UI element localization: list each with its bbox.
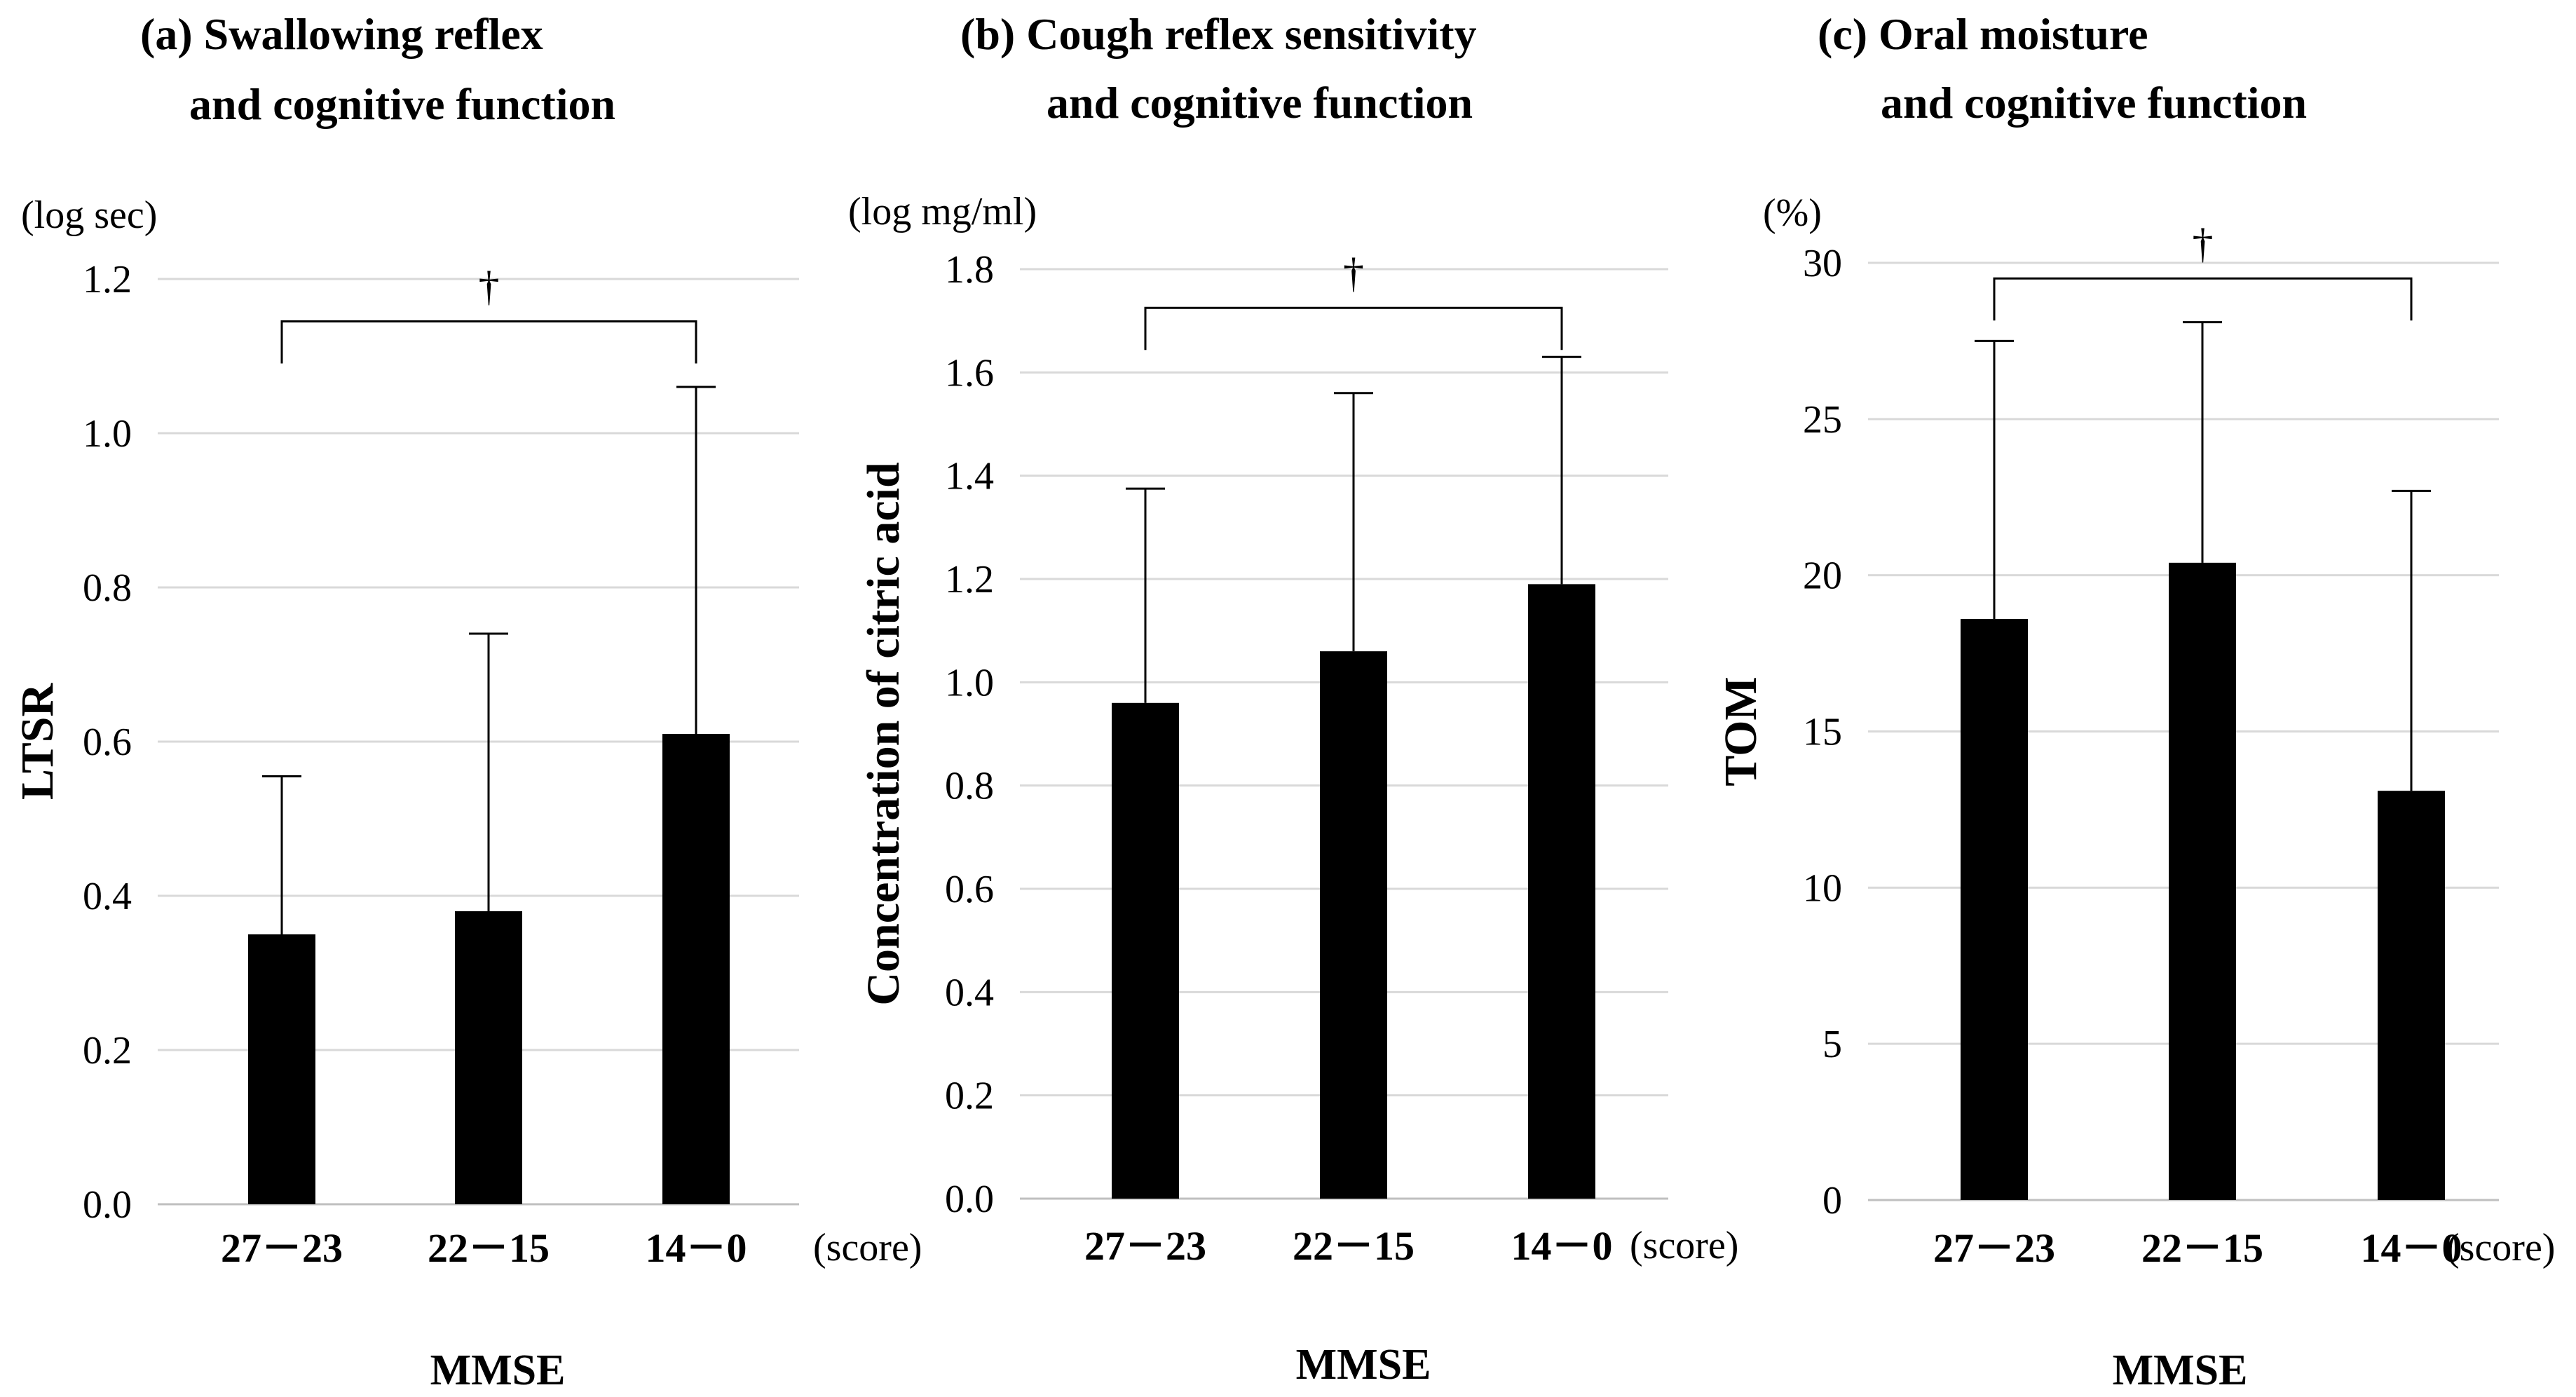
y-tick-label: 0.4 — [945, 971, 994, 1014]
y-tick-label: 0.6 — [83, 721, 132, 764]
significance-marker: † — [479, 264, 500, 310]
x-axis-label: MMSE — [1296, 1341, 1431, 1389]
y-tick-label: 0 — [1822, 1179, 1842, 1222]
bar — [1320, 651, 1387, 1199]
bar — [662, 734, 730, 1204]
bar — [1528, 584, 1595, 1199]
bar — [248, 934, 315, 1204]
y-tick-label: 1.2 — [83, 258, 132, 301]
y-tick-label: 15 — [1803, 711, 1842, 754]
y-tick-label: 1.4 — [945, 455, 994, 498]
x-tick-label: 22－15 — [2141, 1225, 2263, 1271]
y-tick-label: 1.0 — [945, 661, 994, 704]
x-tick-label: 27－23 — [221, 1225, 343, 1271]
y-tick-label: 25 — [1803, 398, 1842, 442]
y-tick-label: 30 — [1803, 242, 1842, 285]
significance-bracket — [280, 320, 697, 364]
x-tick-label: 22－15 — [1293, 1223, 1415, 1269]
bar — [1112, 702, 1179, 1199]
y-tick-label: 0.2 — [945, 1075, 994, 1118]
significance-bracket — [1993, 277, 2413, 321]
y-axis-label: Concentration of citric acid — [858, 462, 909, 1005]
x-tick-label: 27－23 — [1933, 1225, 2055, 1271]
bar — [1961, 619, 2028, 1200]
y-tick-label: 0.0 — [83, 1183, 132, 1227]
significance-marker: † — [2193, 220, 2214, 266]
y-axis-label: LTSR — [12, 682, 63, 800]
x-tick-suffix: (score) — [1630, 1224, 1738, 1267]
y-unit-label: (%) — [1763, 191, 1822, 235]
panel-a: (a) Swallowing reflex and cognitive funct… — [12, 9, 922, 1394]
x-tick-label: 22－15 — [428, 1225, 550, 1271]
y-tick-label: 1.8 — [945, 248, 994, 292]
significance-bracket — [1144, 306, 1563, 350]
x-axis-label: MMSE — [2113, 1347, 2248, 1394]
panel-b: (b) Cough reflex sensitivity and cognitiv… — [848, 9, 1738, 1389]
x-tick-label: 14－0 — [645, 1225, 747, 1271]
y-tick-label: 0.2 — [83, 1029, 132, 1072]
x-tick-label: 14－0 — [1511, 1223, 1612, 1269]
y-unit-label: (log mg/ml) — [848, 190, 1037, 233]
y-tick-label: 5 — [1822, 1023, 1842, 1066]
panel-c: (c) Oral moisture and cognitive function (… — [1715, 9, 2555, 1394]
x-tick-label: 27－23 — [1084, 1223, 1206, 1269]
y-tick-label: 0.6 — [945, 868, 994, 911]
bar — [2169, 562, 2236, 1200]
chart-title-line-2: and cognitive function — [1881, 78, 2307, 128]
y-tick-label: 0.8 — [83, 566, 132, 610]
chart-title-line-1: (c) Oral moisture — [1818, 9, 2148, 59]
y-tick-label: 20 — [1803, 554, 1842, 598]
y-axis-label: TOM — [1715, 676, 1766, 786]
chart-title-line-1: (b) Cough reflex sensitivity — [960, 9, 1477, 59]
chart-title-line-2: and cognitive function — [1047, 78, 1473, 128]
y-tick-label: 1.6 — [945, 351, 994, 395]
bar — [2378, 791, 2445, 1200]
significance-marker: † — [1343, 250, 1364, 296]
y-tick-label: 1.2 — [945, 558, 994, 601]
x-tick-suffix: (score) — [2446, 1226, 2555, 1269]
y-tick-label: 1.0 — [83, 412, 132, 456]
y-tick-label: 0.4 — [83, 875, 132, 918]
y-unit-label: (log sec) — [21, 193, 157, 237]
chart-title-line-1: (a) Swallowing reflex — [140, 9, 543, 59]
x-axis-label: MMSE — [430, 1347, 566, 1394]
chart-title-line-2: and cognitive function — [189, 79, 615, 129]
y-tick-label: 0.0 — [945, 1178, 994, 1221]
y-tick-label: 0.8 — [945, 765, 994, 808]
x-tick-suffix: (score) — [813, 1226, 922, 1269]
x-tick-label: 14－0 — [2360, 1225, 2462, 1271]
bar — [455, 911, 522, 1204]
y-tick-label: 10 — [1803, 866, 1842, 910]
